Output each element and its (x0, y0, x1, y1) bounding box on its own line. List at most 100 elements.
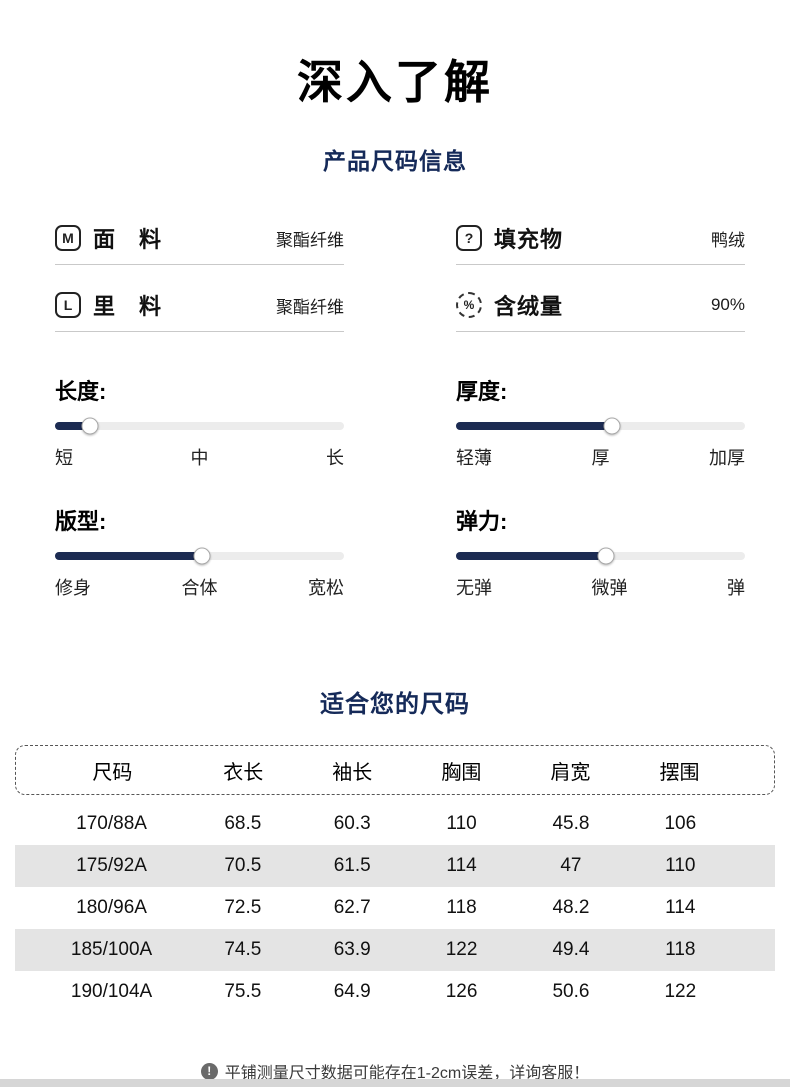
fit-slider-track (55, 547, 344, 565)
tick-label: 厚 (591, 448, 610, 468)
tick-label: 微弹 (591, 578, 628, 598)
table-cell: 114 (446, 855, 477, 876)
table-cell: 63.9 (333, 939, 371, 960)
table-cell: 122 (664, 981, 697, 1002)
table-cell: 190/104A (70, 981, 153, 1002)
slider-fit: 版型: 修身 合体 宽松 (55, 504, 344, 600)
table-cell: 75.5 (224, 981, 262, 1002)
section-divider (0, 1079, 790, 1087)
slider-knob (603, 417, 621, 435)
page-subtitle: 产品尺码信息 (323, 148, 467, 174)
slider-knob (193, 547, 211, 565)
slider-fill (456, 422, 613, 430)
slider-fill (55, 552, 203, 560)
material-value: 聚酯纤维 (276, 297, 344, 317)
slider-label: 弹力: (456, 509, 508, 534)
table-cell: 49.4 (552, 939, 590, 960)
table-cell: 64.9 (333, 981, 371, 1002)
slider-knob (597, 547, 615, 565)
table-row: 170/88A 68.5 60.3 110 45.8 106 (15, 803, 775, 845)
tick-label: 加厚 (709, 448, 745, 468)
material-info-grid: M 面 料 聚酯纤维 ? 填充物 鸭绒 L 里 料 聚酯纤维 % 含绒量 90% (0, 222, 790, 332)
column-header: 肩宽 (550, 761, 591, 784)
table-cell: 61.5 (333, 855, 371, 876)
tick-label: 修身 (55, 578, 91, 598)
slider-thickness: 厚度: 轻薄 厚 加厚 (456, 374, 745, 470)
thickness-slider-track (456, 417, 745, 435)
length-slider-track (55, 417, 344, 435)
attribute-slider-grid: 长度: 短 中 长 厚度: 轻薄 厚 加厚 版型: (0, 374, 790, 600)
material-value: 鸭绒 (711, 230, 745, 250)
slider-ticks: 修身 合体 宽松 (55, 574, 344, 600)
table-cell: 114 (665, 897, 696, 918)
material-label: 填充物 (494, 227, 564, 252)
material-row-lining: L 里 料 聚酯纤维 (55, 289, 344, 332)
lining-icon: L (55, 292, 81, 318)
tick-label: 宽松 (308, 578, 344, 598)
tick-label: 长 (326, 448, 344, 468)
table-cell: 180/96A (76, 897, 147, 918)
table-cell: 175/92A (76, 855, 147, 876)
column-header: 摆围 (659, 761, 700, 784)
exclamation-icon: ! (200, 1062, 218, 1080)
material-row-down-ratio: % 含绒量 90% (456, 289, 745, 332)
size-section-title: 适合您的尺码 (320, 691, 470, 718)
table-cell: 70.5 (224, 855, 262, 876)
material-label: 含绒量 (494, 294, 564, 319)
slider-ticks: 短 中 长 (55, 444, 344, 470)
table-cell: 62.7 (333, 897, 371, 918)
table-cell: 68.5 (224, 813, 262, 834)
table-cell: 74.5 (224, 939, 262, 960)
slider-length: 长度: 短 中 长 (55, 374, 344, 470)
tick-label: 轻薄 (456, 448, 492, 468)
filling-icon: ? (456, 225, 482, 251)
table-cell: 72.5 (224, 897, 262, 918)
slider-fill (55, 422, 90, 430)
table-cell: 118 (665, 939, 696, 960)
material-row-filling: ? 填充物 鸭绒 (456, 222, 745, 265)
size-table-header: 尺码 衣长 袖长 胸围 肩宽 摆围 (15, 745, 775, 795)
column-header: 胸围 (441, 761, 482, 784)
column-header: 袖长 (332, 761, 373, 784)
down-ratio-icon: % (456, 292, 482, 318)
table-cell: 47 (560, 855, 582, 876)
slider-elasticity: 弹力: 无弹 微弹 弹 (456, 504, 745, 600)
material-row-fabric: M 面 料 聚酯纤维 (55, 222, 344, 265)
measure-note: ! 平铺测量尺寸数据可能存在1-2cm误差，详询客服！ (0, 1059, 790, 1083)
slider-fill (456, 552, 607, 560)
footnotes: ! 平铺测量尺寸数据可能存在1-2cm误差，详询客服！ 充绒量为大约克数 (0, 1059, 790, 1087)
table-cell: 45.8 (552, 813, 590, 834)
material-value: 90% (710, 295, 745, 314)
table-row: 190/104A 75.5 64.9 126 50.6 122 (15, 971, 775, 1013)
table-cell: 122 (445, 939, 478, 960)
note-text: 平铺测量尺寸数据可能存在1-2cm误差，详询客服！ (224, 1065, 590, 1082)
table-cell: 60.3 (333, 813, 371, 834)
tick-label: 短 (55, 448, 73, 468)
tick-label: 中 (190, 448, 209, 468)
table-cell: 185/100A (70, 939, 153, 960)
table-row: 180/96A 72.5 62.7 118 48.2 114 (15, 887, 775, 929)
tick-label: 无弹 (456, 578, 492, 598)
size-table: 尺码 衣长 袖长 胸围 肩宽 摆围 170/88A 68.5 60.3 110 … (15, 745, 775, 1013)
slider-label: 长度: (55, 379, 107, 404)
elasticity-slider-track (456, 547, 745, 565)
tick-label: 合体 (181, 578, 218, 598)
material-value: 聚酯纤维 (276, 230, 344, 250)
table-cell: 118 (446, 897, 477, 918)
table-cell: 110 (446, 813, 477, 834)
table-cell: 48.2 (552, 897, 590, 918)
table-cell: 170/88A (76, 813, 147, 834)
table-cell: 126 (445, 981, 478, 1002)
column-header: 衣长 (223, 761, 264, 784)
table-row: 185/100A 74.5 63.9 122 49.4 118 (15, 929, 775, 971)
tick-label: 弹 (727, 578, 745, 598)
table-cell: 106 (664, 813, 697, 834)
table-cell: 50.6 (552, 981, 590, 1002)
slider-knob (81, 417, 99, 435)
fabric-icon: M (55, 225, 81, 251)
slider-ticks: 无弹 微弹 弹 (456, 574, 745, 600)
material-label: 里 料 (93, 294, 163, 319)
slider-label: 版型: (55, 509, 107, 534)
slider-label: 厚度: (456, 379, 508, 404)
